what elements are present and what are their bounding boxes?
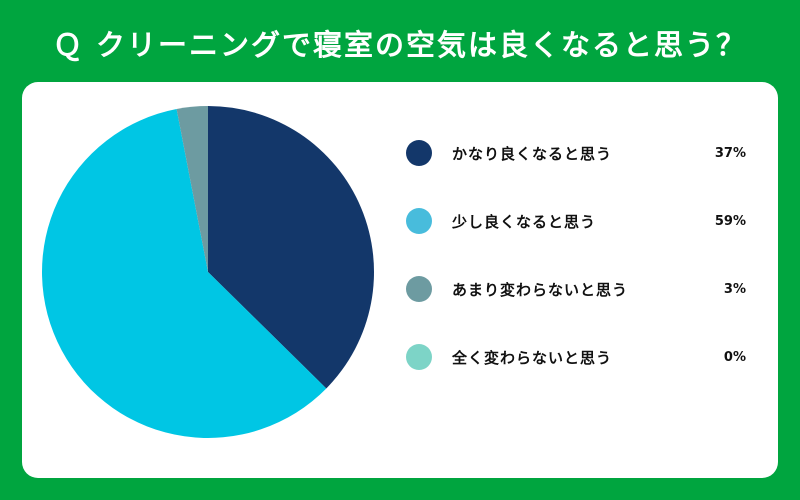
legend-value: 37% xyxy=(714,145,746,161)
legend-swatch xyxy=(406,208,432,234)
legend-item: 少し良くなると思う 59% xyxy=(406,206,746,236)
legend-swatch xyxy=(406,276,432,302)
pie-slice xyxy=(176,106,208,272)
legend-item: 全く変わらないと思う 0% xyxy=(406,342,746,372)
pie-chart xyxy=(41,106,374,439)
legend-label: かなり良くなると思う xyxy=(452,144,613,163)
legend-swatch xyxy=(406,140,432,166)
legend-value: 0% xyxy=(723,349,746,365)
legend-item: あまり変わらないと思う 3% xyxy=(406,274,746,304)
chart-card: かなり良くなると思う 37% 少し良くなると思う 59% あまり変わらないと思う… xyxy=(22,82,778,478)
legend-label: 全く変わらないと思う xyxy=(452,348,613,367)
chart-title: Ｑ クリーニングで寝室の空気は良くなると思う？ xyxy=(52,28,748,62)
legend-label: あまり変わらないと思う xyxy=(452,280,629,299)
legend-item: かなり良くなると思う 37% xyxy=(406,138,746,168)
legend-swatch xyxy=(406,344,432,370)
legend-label: 少し良くなると思う xyxy=(452,212,597,231)
pie-slice xyxy=(208,106,374,389)
pie-slice xyxy=(41,108,327,439)
legend-value: 3% xyxy=(723,281,746,297)
legend-value: 59% xyxy=(714,213,746,229)
